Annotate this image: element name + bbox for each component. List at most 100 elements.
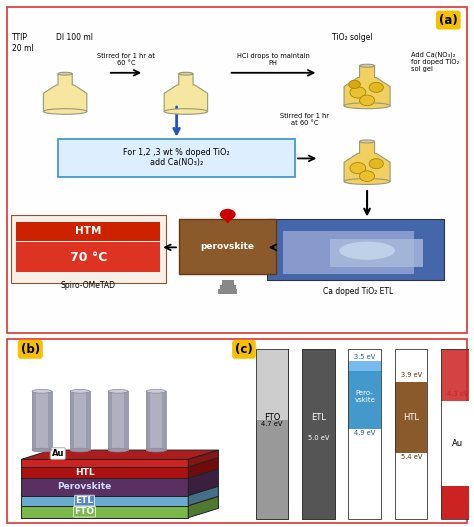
Text: TiO₂ solgel: TiO₂ solgel — [332, 33, 373, 42]
Bar — [163, 391, 166, 450]
Ellipse shape — [70, 448, 90, 452]
Bar — [302, 349, 335, 519]
Text: FTO: FTO — [264, 413, 280, 422]
Polygon shape — [220, 214, 236, 223]
Circle shape — [350, 87, 366, 98]
Bar — [395, 382, 428, 453]
Bar — [283, 231, 413, 274]
Bar — [348, 349, 381, 519]
Polygon shape — [44, 74, 87, 112]
Ellipse shape — [58, 72, 72, 75]
Polygon shape — [21, 450, 219, 460]
Text: (a): (a) — [439, 14, 458, 26]
Ellipse shape — [360, 140, 374, 143]
Bar — [70, 391, 74, 450]
Bar — [441, 401, 474, 486]
Bar — [302, 349, 335, 519]
Text: Stirred for 1 hr at
60 °C: Stirred for 1 hr at 60 °C — [97, 53, 155, 65]
Text: 70 °C: 70 °C — [70, 251, 107, 264]
Text: For 1,2 ,3 wt % doped TiO₂
add Ca(NO₃)₂: For 1,2 ,3 wt % doped TiO₂ add Ca(NO₃)₂ — [123, 148, 230, 167]
Circle shape — [349, 80, 360, 89]
Text: Pero-
vskite: Pero- vskite — [354, 390, 375, 403]
Text: FTO: FTO — [74, 507, 95, 516]
Ellipse shape — [70, 389, 90, 393]
Polygon shape — [188, 486, 219, 506]
Text: DI 100 ml: DI 100 ml — [56, 33, 93, 42]
Text: Ca doped TiO₂ ETL: Ca doped TiO₂ ETL — [323, 287, 393, 296]
Text: Perovskite: Perovskite — [57, 482, 112, 492]
Polygon shape — [21, 469, 219, 478]
Text: Stirred for 1 hr
at 60 °C: Stirred for 1 hr at 60 °C — [280, 112, 329, 125]
Text: ETL: ETL — [75, 496, 93, 505]
Bar — [48, 391, 52, 450]
Bar — [109, 391, 128, 450]
Text: 3.9 eV: 3.9 eV — [401, 373, 422, 378]
Text: TTIP
20 ml: TTIP 20 ml — [12, 33, 33, 53]
Text: 5.4 eV: 5.4 eV — [401, 454, 422, 460]
Text: Spiro-OMeTAD: Spiro-OMeTAD — [61, 281, 116, 290]
FancyBboxPatch shape — [58, 139, 295, 177]
Ellipse shape — [344, 103, 390, 109]
Bar — [348, 364, 381, 430]
Bar — [222, 280, 234, 285]
Bar — [32, 391, 36, 450]
Text: 4.9 eV: 4.9 eV — [354, 431, 375, 436]
Text: 6.1 eV: 6.1 eV — [447, 487, 468, 493]
Ellipse shape — [339, 241, 395, 260]
Text: HCl drops to maintain
PH: HCl drops to maintain PH — [237, 53, 310, 65]
Bar — [146, 391, 150, 450]
Polygon shape — [21, 478, 188, 495]
Ellipse shape — [360, 64, 374, 67]
Text: (b): (b) — [21, 343, 40, 356]
Bar — [348, 361, 381, 372]
Bar — [348, 430, 381, 519]
Text: HTM: HTM — [75, 226, 101, 236]
Ellipse shape — [179, 72, 193, 75]
Bar — [220, 285, 236, 289]
Ellipse shape — [32, 389, 52, 393]
Ellipse shape — [164, 109, 208, 114]
Text: HTL: HTL — [75, 468, 94, 477]
Text: 4.7 eV: 4.7 eV — [261, 421, 283, 427]
Bar — [70, 391, 90, 450]
Ellipse shape — [344, 179, 390, 184]
Text: 3.5 eV: 3.5 eV — [354, 354, 375, 359]
Circle shape — [360, 171, 374, 181]
Text: HTL: HTL — [403, 413, 419, 422]
FancyBboxPatch shape — [16, 242, 160, 272]
Bar — [330, 239, 423, 267]
Polygon shape — [21, 460, 188, 467]
Polygon shape — [21, 496, 219, 506]
FancyBboxPatch shape — [16, 222, 160, 241]
Bar — [395, 349, 428, 382]
Bar — [395, 453, 428, 519]
Bar — [86, 391, 90, 450]
Circle shape — [220, 209, 236, 220]
Ellipse shape — [44, 109, 87, 114]
Ellipse shape — [109, 389, 128, 393]
FancyBboxPatch shape — [11, 216, 166, 282]
Text: Au: Au — [452, 439, 463, 448]
Polygon shape — [344, 141, 390, 181]
Polygon shape — [344, 66, 390, 106]
Bar — [441, 349, 474, 519]
Ellipse shape — [109, 448, 128, 452]
Polygon shape — [188, 450, 219, 467]
Circle shape — [360, 95, 374, 106]
Ellipse shape — [146, 389, 166, 393]
Polygon shape — [188, 457, 219, 478]
Bar — [441, 349, 474, 401]
Text: 5.0 eV: 5.0 eV — [308, 435, 329, 441]
Text: (c): (c) — [235, 343, 253, 356]
Circle shape — [350, 162, 366, 174]
Bar — [441, 486, 474, 519]
Bar — [146, 391, 166, 450]
Bar — [267, 219, 444, 280]
Bar — [348, 349, 381, 364]
Text: 4.3 eV: 4.3 eV — [447, 392, 468, 397]
Text: Add Ca(NO₃)₂
for doped TiO₂
sol gel: Add Ca(NO₃)₂ for doped TiO₂ sol gel — [411, 52, 459, 72]
Text: Au: Au — [52, 449, 64, 458]
Polygon shape — [21, 506, 188, 518]
Text: perovskite: perovskite — [201, 242, 255, 251]
Circle shape — [369, 159, 383, 169]
